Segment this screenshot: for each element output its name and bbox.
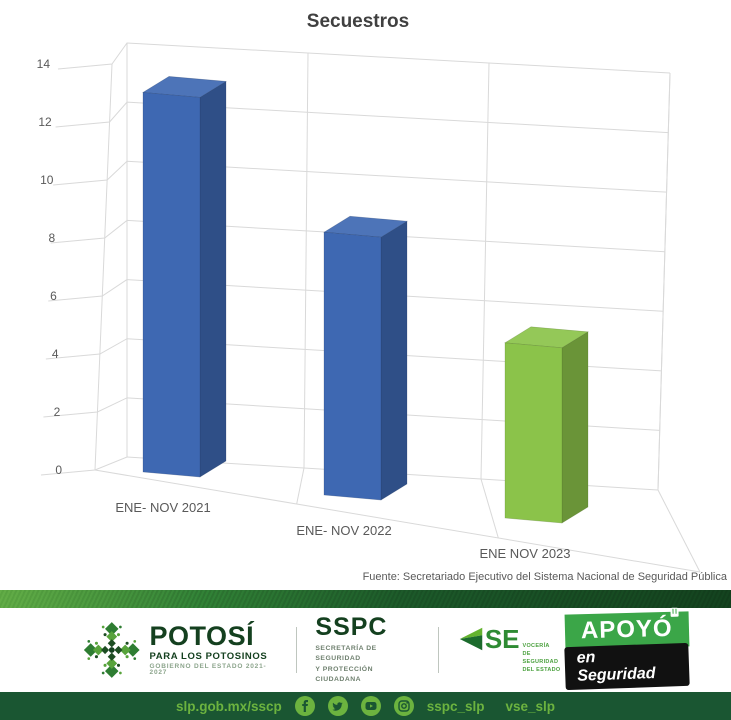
youtube-icon xyxy=(360,696,381,716)
apoyo-badge: APOYÓ en Seguridad xyxy=(564,607,690,690)
floor-front-edge xyxy=(94,469,701,573)
source-note: Fuente: Secretariado Ejecutivo del Siste… xyxy=(363,571,728,583)
y-axis-line xyxy=(94,63,113,471)
se-chevron-icon xyxy=(459,627,482,650)
potosi-tagline: PARA LOS POTOSINOS xyxy=(149,651,268,663)
bar-ENE-NOV-2023 xyxy=(504,326,589,524)
bar-top-face xyxy=(323,215,408,238)
twitter-icon xyxy=(327,696,348,716)
bottom-social-bar: slp.gob.mx/sscp sspc_slp vse_slp xyxy=(0,692,731,720)
secuestros-3d-bar-chart: 0 2 4 6 8 10 12 14 ENE- NOV 2021 ENE- NOV 2022 ENE… xyxy=(37,11,728,583)
floor-right-edge xyxy=(657,489,701,573)
logo-strip: POTOSÍ PARA LOS POTOSINOS GOBIERNO DEL E… xyxy=(0,607,731,692)
se-sub-line1: VOCERÍA xyxy=(522,642,550,649)
apoyo-badge-black: en Seguridad xyxy=(564,642,690,690)
facebook-icon xyxy=(294,696,315,716)
bar-front-face xyxy=(504,342,563,524)
handle-sspc-slp: sspc_slp xyxy=(426,698,485,714)
instagram-icon xyxy=(393,696,414,716)
backwall-separator xyxy=(657,72,671,491)
apoyo-text: APOYÓ xyxy=(580,614,674,644)
y-tick-label: 8 xyxy=(48,231,55,245)
y-tick-label: 10 xyxy=(40,173,54,187)
bar-side-face xyxy=(561,331,589,524)
bar-ENE--NOV-2021 xyxy=(142,76,227,478)
y-tick-label: 6 xyxy=(50,289,57,303)
x-category-label: ENE- NOV 2021 xyxy=(115,500,210,515)
bar-front-face xyxy=(142,92,201,478)
handle-vse-slp: vse_slp xyxy=(505,698,556,714)
bar-front-face xyxy=(323,231,382,501)
gridline-14 xyxy=(57,42,671,74)
website-link: slp.gob.mx/sscp xyxy=(175,698,282,714)
y-tick-label: 14 xyxy=(37,57,51,71)
x-category-label: ENE NOV 2023 xyxy=(479,546,570,561)
backwall-separator xyxy=(303,52,309,469)
sspc-wordmark: SSPC xyxy=(315,613,388,642)
y-tick-label: 12 xyxy=(38,115,52,129)
gridline-10 xyxy=(53,160,667,193)
backwall-separator xyxy=(480,62,490,480)
sspc-dept-line2: Y PROTECCIÓN CIUDADANA xyxy=(315,665,374,683)
potosi-medallion-icon xyxy=(84,622,140,678)
y-tick-label: 2 xyxy=(54,405,61,419)
potosi-wordmark: POTOSÍ xyxy=(149,621,255,652)
bar-side-face xyxy=(380,220,408,501)
floor-separator xyxy=(296,467,305,505)
se-sub-line2: DE SEGURIDAD xyxy=(522,650,559,665)
sspc-dept-line1: SECRETARÍA DE SEGURIDAD xyxy=(315,645,377,663)
gridline-12 xyxy=(55,101,669,134)
se-wordmark: SE xyxy=(484,623,520,654)
se-sub-line3: DEL ESTADO xyxy=(522,667,561,674)
green-gradient-band xyxy=(0,590,731,608)
divider xyxy=(296,627,298,673)
y-tick-label: 0 xyxy=(55,463,62,477)
bar-ENE--NOV-2022 xyxy=(323,215,408,501)
bar-side-face xyxy=(199,80,227,478)
potosi-government-line: GOBIERNO DEL ESTADO 2021-2027 xyxy=(149,662,267,677)
y-tick-label: 4 xyxy=(52,347,59,361)
chart-title: Secuestros xyxy=(307,11,409,32)
chart-region: 0 2 4 6 8 10 12 14 ENE- NOV 2021 ENE- NOV 2022 ENE… xyxy=(36,11,728,583)
x-category-label: ENE- NOV 2022 xyxy=(296,523,391,538)
fist-icon xyxy=(670,607,679,617)
floor-separator xyxy=(480,478,499,539)
divider xyxy=(437,627,439,673)
